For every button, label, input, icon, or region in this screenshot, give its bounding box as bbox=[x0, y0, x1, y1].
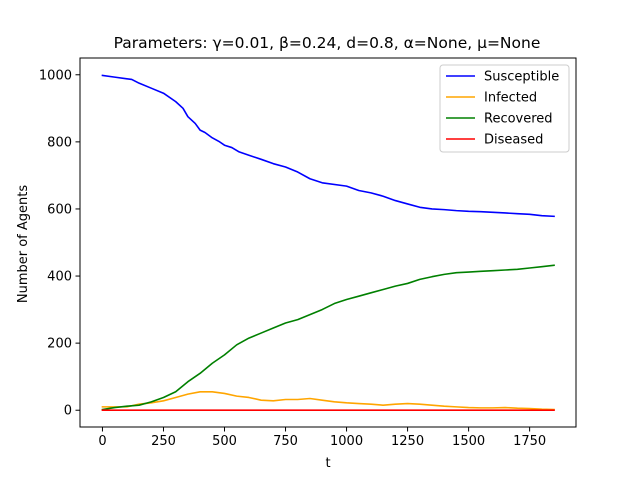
y-tick-label: 800 bbox=[47, 135, 72, 150]
chart-title: Parameters: γ=0.01, β=0.24, d=0.8, α=Non… bbox=[114, 34, 541, 52]
x-tick-label: 1500 bbox=[452, 434, 485, 449]
legend-label-diseased: Diseased bbox=[484, 133, 543, 148]
x-tick-label: 1250 bbox=[391, 434, 424, 449]
legend-label-recovered: Recovered bbox=[484, 112, 553, 127]
legend-box bbox=[439, 64, 570, 153]
y-axis-label: Number of Agents bbox=[16, 185, 31, 303]
series-line-infected bbox=[101, 390, 555, 411]
x-tick-label: 1000 bbox=[330, 434, 363, 449]
y-tick-label: 1000 bbox=[39, 68, 72, 83]
axes-frame bbox=[79, 57, 577, 428]
x-axis-label: t bbox=[325, 456, 330, 471]
x-tick-label: 0 bbox=[98, 434, 106, 449]
legend-label-infected: Infected bbox=[484, 91, 537, 106]
series-line-recovered bbox=[101, 264, 555, 411]
x-tick-label: 250 bbox=[151, 434, 176, 449]
y-tick-label: 200 bbox=[47, 337, 72, 352]
x-tick-label: 750 bbox=[273, 434, 298, 449]
series-layer bbox=[101, 74, 555, 412]
y-tick-label: 0 bbox=[64, 404, 72, 419]
legend: Susceptible Infected Recovered Diseased bbox=[439, 64, 570, 153]
legend-label-susceptible: Susceptible bbox=[484, 70, 559, 85]
series-line-susceptible bbox=[101, 74, 555, 218]
x-tick-label: 500 bbox=[212, 434, 237, 449]
y-tick-label: 400 bbox=[47, 270, 72, 285]
axes-layer: 0 250 500 750 1000 1250 1500 1750 0 200 400 600 800 1… bbox=[39, 57, 577, 449]
x-tick-label: 1750 bbox=[513, 434, 546, 449]
y-tick-label: 600 bbox=[47, 202, 72, 217]
